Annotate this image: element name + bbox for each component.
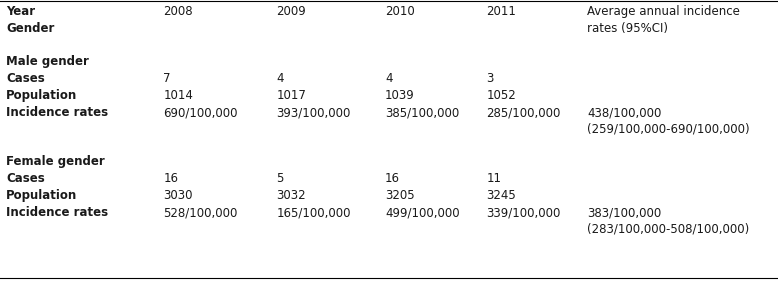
Text: 1017: 1017 (276, 89, 306, 102)
Text: 438/100,000: 438/100,000 (587, 106, 662, 119)
Text: 16: 16 (385, 172, 400, 185)
Text: Cases: Cases (6, 72, 45, 85)
Text: Year: Year (6, 5, 35, 18)
Text: 165/100,000: 165/100,000 (276, 206, 351, 219)
Text: 3030: 3030 (163, 189, 193, 202)
Text: Gender: Gender (6, 22, 54, 35)
Text: 3032: 3032 (276, 189, 306, 202)
Text: 2011: 2011 (486, 5, 516, 18)
Text: 4: 4 (385, 72, 393, 85)
Text: 3245: 3245 (486, 189, 516, 202)
Text: rates (95%CI): rates (95%CI) (587, 22, 668, 35)
Text: 1052: 1052 (486, 89, 516, 102)
Text: Cases: Cases (6, 172, 45, 185)
Text: 3: 3 (486, 72, 493, 85)
Text: 1039: 1039 (385, 89, 415, 102)
Text: (259/100,000-690/100,000): (259/100,000-690/100,000) (587, 122, 750, 135)
Text: 2008: 2008 (163, 5, 193, 18)
Text: Population: Population (6, 89, 78, 102)
Text: 2010: 2010 (385, 5, 415, 18)
Text: Female gender: Female gender (6, 155, 105, 168)
Text: Population: Population (6, 189, 78, 202)
Text: 690/100,000: 690/100,000 (163, 106, 238, 119)
Text: 383/100,000: 383/100,000 (587, 206, 661, 219)
Text: Male gender: Male gender (6, 55, 89, 68)
Text: Average annual incidence: Average annual incidence (587, 5, 740, 18)
Text: 385/100,000: 385/100,000 (385, 106, 459, 119)
Text: (283/100,000-508/100,000): (283/100,000-508/100,000) (587, 222, 750, 235)
Text: 528/100,000: 528/100,000 (163, 206, 238, 219)
Text: 499/100,000: 499/100,000 (385, 206, 460, 219)
Text: Incidence rates: Incidence rates (6, 106, 108, 119)
Text: 11: 11 (486, 172, 501, 185)
Text: 7: 7 (163, 72, 171, 85)
Text: 4: 4 (276, 72, 284, 85)
Text: 16: 16 (163, 172, 178, 185)
Text: 2009: 2009 (276, 5, 306, 18)
Text: 339/100,000: 339/100,000 (486, 206, 561, 219)
Text: 285/100,000: 285/100,000 (486, 106, 561, 119)
Text: 1014: 1014 (163, 89, 193, 102)
Text: 393/100,000: 393/100,000 (276, 106, 351, 119)
Text: 5: 5 (276, 172, 283, 185)
Text: Incidence rates: Incidence rates (6, 206, 108, 219)
Text: 3205: 3205 (385, 189, 415, 202)
